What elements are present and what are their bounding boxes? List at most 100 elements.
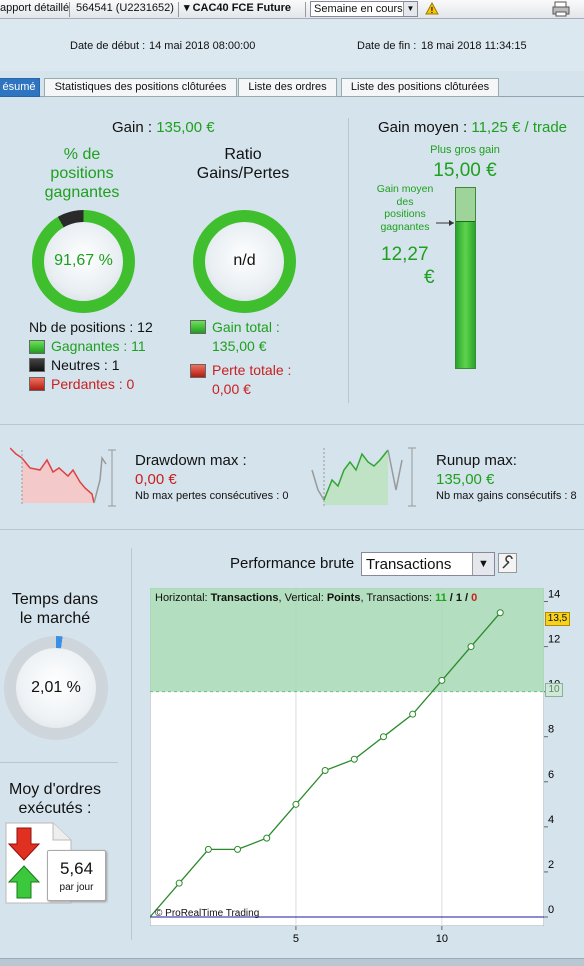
x-tick-label: 5 [293,933,299,944]
report-title: apport détaillé [0,2,70,14]
tab-resume[interactable]: ésumé [0,78,40,97]
gagnantes-count: Gagnantes : 11 [51,338,146,354]
y-tick-label: 2 [548,859,554,871]
ratio-donut-center [205,222,284,301]
y-tick-label: 4 [548,814,554,826]
swatch-gagnantes [29,340,45,354]
date-bar: Date de début : 14 mai 2018 08:00:00 Dat… [0,19,584,71]
toolbar: apport détaillé 564541 (U2231652) ▾ CAC4… [0,0,584,19]
y-tick-label: 12 [548,634,560,646]
perdantes-count: Perdantes : 0 [51,376,135,392]
caret-down-icon: ▾ [184,2,193,14]
temps-marche-value: 2,01 % [31,679,81,696]
moy-ordres-title: Moy d'ordres exécutés : [9,781,101,817]
pct-gagnantes-value: 91,67 % [54,252,113,269]
end-date-label: Date de fin : [357,40,417,52]
y-tick-label: 8 [548,724,554,736]
ratio-title: Ratio Gains/Pertes [196,146,290,182]
tab-statistiques[interactable]: Statistiques des positions clôturées [44,78,237,97]
plus-gros-gain-label: Plus gros gain [430,144,500,156]
chart-info: Horizontal: Transactions, Vertical: Poin… [155,592,478,604]
gain-total-value: 135,00 € [212,338,267,354]
pct-donut-center [44,222,123,301]
performance-chart-axes: 0 2 4 6 8 10 12 14 5 10 [293,589,560,944]
divider [0,424,584,425]
wrench-icon [502,555,513,569]
divider [0,762,118,763]
gain-moyen-gagnantes-unit: € [424,267,435,288]
runup-sparkline [311,447,416,507]
data-point [234,845,242,853]
drawdown-value: 0,00 € [135,471,177,488]
pct-gagnantes-title: % de positions gagnantes [44,146,120,201]
swatch-perdantes [29,377,45,391]
dropdown-arrow-icon: ▼ [472,553,494,575]
badge-avg: 10 [545,683,563,697]
data-point [379,733,387,741]
period-select[interactable]: Semaine en cours ▼ [310,1,418,17]
moy-ordres-value: 5,64 [59,859,94,878]
gain-moyen-gagnantes-label: Gain moyen des positions gagnantes [376,183,434,233]
y-tick-label: 14 [548,589,560,601]
divider [0,529,584,530]
temps-donut-center [16,648,96,728]
warning-icon[interactable]: ! [425,2,439,15]
swatch-perte-totale [190,364,206,378]
performance-chart-svg [149,587,545,927]
gain-moyen-bar-fill [456,220,475,368]
performance-chart: Horizontal: Transactions, Vertical: Poin… [149,587,545,927]
ratio-value: n/d [233,252,256,269]
pointer-arrow-icon [436,220,454,226]
divider [131,548,132,940]
tab-liste-positions[interactable]: Liste des positions clôturées [341,78,499,97]
data-point [409,710,417,718]
perte-totale-value: 0,00 € [212,381,251,397]
data-point [350,755,358,763]
drawdown-label: Drawdown max : [135,452,247,469]
divider [348,118,349,403]
y-tick-label: 0 [548,904,554,916]
gain-moyen-gagnantes-value: 12,27 [381,244,429,265]
performance-title: Performance brute [230,555,355,572]
instrument-selector[interactable]: ▾ CAC40 FCE Future [184,2,291,14]
runup-value: 135,00 € [436,471,495,488]
data-point [496,609,504,617]
data-point [321,767,329,775]
account-label: 564541 (U2231652) [76,2,174,14]
svg-text:!: ! [431,6,434,15]
badge-max: 13,5 [545,612,570,626]
end-date: 18 mai 2018 11:34:15 [421,40,527,52]
data-point [438,676,446,684]
dropdown-arrow-icon: ▼ [403,2,417,16]
nb-positions: Nb de positions : 12 [29,319,153,335]
data-point [292,800,300,808]
start-date-label: Date de début : [70,40,146,52]
target-band [150,588,544,692]
data-point [467,643,475,651]
x-tick-label: 10 [436,933,448,944]
data-point [263,834,271,842]
settings-wrench-button[interactable] [498,553,517,573]
tab-liste-ordres[interactable]: Liste des ordres [238,78,337,97]
gain-summary: Gain : 135,00 € [112,119,215,136]
print-icon[interactable] [552,1,570,17]
start-date: 14 mai 2018 08:00:00 [149,40,256,52]
swatch-gain-total [190,320,206,334]
y-tick-label: 6 [548,769,554,781]
performance-select[interactable]: Transactions ▼ [361,552,495,576]
moy-ordres-box: 5,64 par jour [47,850,106,901]
perte-totale-label: Perte totale : [212,362,292,378]
chart-copyright: © ProRealTime Trading [155,908,260,919]
gain-moyen: Gain moyen : 11,25 € / trade [378,119,568,136]
drawdown-sparkline [10,447,116,507]
moy-ordres-unit: par jour [59,882,94,893]
gain-total-label: Gain total : [212,319,280,335]
gain-moyen-bar [455,187,476,369]
data-point [175,879,183,887]
runup-label: Runup max: [436,452,517,469]
runup-sub: Nb max gains consécutifs : 8 [436,490,577,502]
gain-value: 135,00 € [156,119,215,136]
plus-gros-gain-value: 15,00 € [433,160,497,181]
temps-marche-title: Temps dans le marché [11,591,99,627]
status-bar [0,958,584,966]
